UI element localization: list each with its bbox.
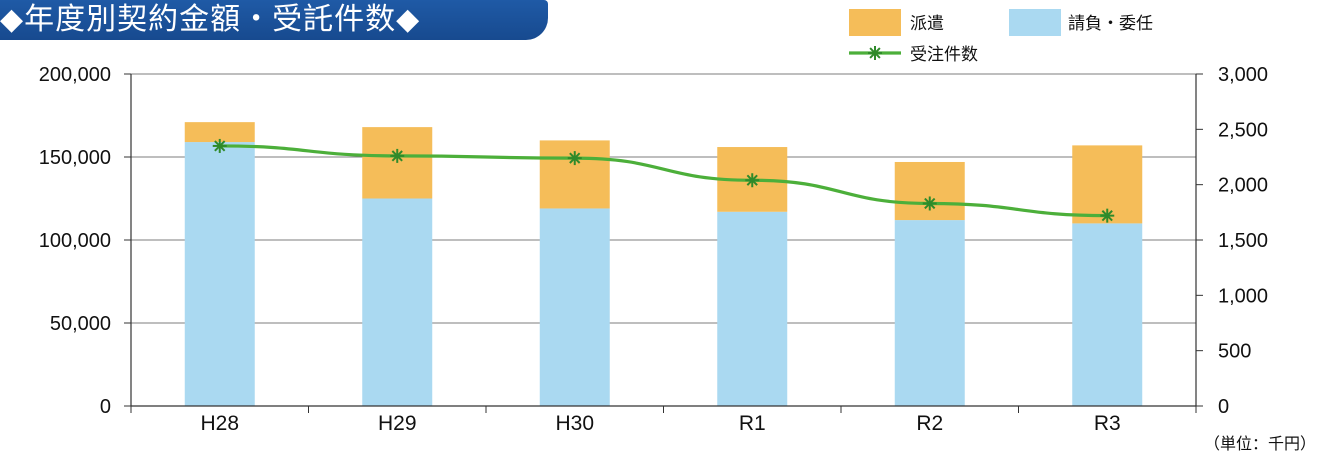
line-orders [219,144,1108,218]
legend-label-ukeoi: 請負・委任 [1068,14,1153,34]
unit-note: （単位：千円） [1203,434,1316,453]
title-banner: ◆年度別契約金額・受託件数◆ [0,0,548,40]
bar-ukeoi [894,220,965,406]
bar-ukeoi [539,208,610,406]
bar-ukeoi [1072,223,1143,406]
bar-ukeoi [184,142,255,406]
bar-haken [184,122,255,143]
right-tick-label: 500 [1218,341,1251,363]
legend-swatch-ukeoi [1009,9,1061,36]
x-tick-label: R3 [1094,412,1121,435]
line-marker [1100,208,1115,223]
legend-marker-orders [868,46,882,60]
left-tick-label: 200,000 [39,64,111,86]
right-tick-label: 3,000 [1218,64,1268,86]
x-tick-label: H30 [555,412,594,435]
line-marker [922,196,937,211]
line-marker [212,138,227,153]
right-tick-label: 0 [1218,396,1229,418]
x-tick-label: H29 [378,412,417,435]
left-tick-label: 150,000 [39,147,111,169]
bar-haken [894,161,965,221]
legend-swatch-haken [849,9,901,36]
legend-label-orders: 受注件数 [910,45,978,65]
line-marker [567,151,582,166]
right-tick-label: 2,000 [1218,175,1268,197]
line-marker [745,173,760,188]
bar-ukeoi [362,198,433,406]
x-tick-label: R1 [739,412,766,435]
legend-label-haken: 派遣 [910,14,944,34]
chart-title: ◆年度別契約金額・受託件数◆ [0,2,421,37]
x-tick-label: R2 [916,412,943,435]
left-tick-label: 50,000 [50,313,111,335]
left-tick-label: 100,000 [39,230,111,252]
right-tick-label: 1,500 [1218,230,1268,252]
right-tick-label: 2,500 [1218,119,1268,141]
bar-ukeoi [717,211,788,406]
right-tick-label: 1,000 [1218,285,1268,307]
left-tick-label: 0 [100,396,111,418]
line-marker [390,148,405,163]
bar-haken [539,140,610,209]
x-tick-label: H28 [200,412,239,435]
